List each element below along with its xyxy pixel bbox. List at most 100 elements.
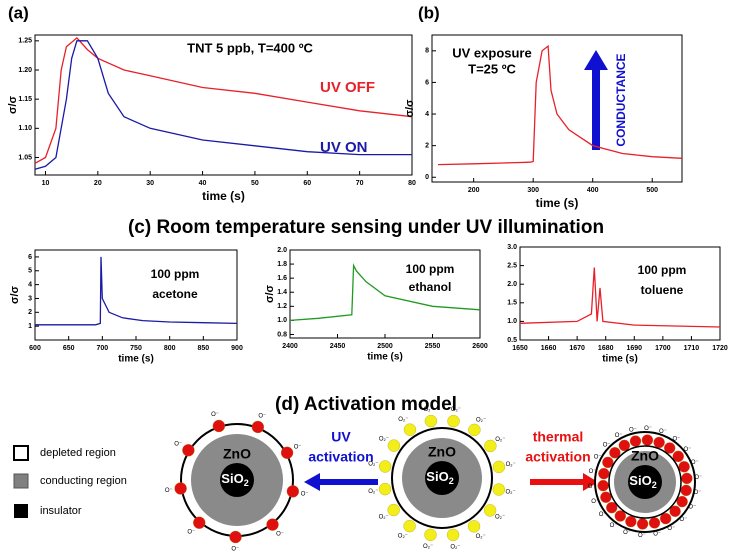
data-line <box>35 256 238 326</box>
adsorbed-ion <box>602 456 614 469</box>
ion-label: O₂⁻ <box>476 534 486 540</box>
ion-label: O₂⁻ <box>476 418 486 424</box>
panel-c-title: (c) Room temperature sensing under UV il… <box>128 217 604 238</box>
panel-label: (a) <box>8 3 29 22</box>
ion-label: O⁻ <box>638 533 646 539</box>
y-tick-label: 1.8 <box>277 261 287 268</box>
adsorbed-ion <box>446 528 460 542</box>
y-tick-label: 1.15 <box>18 96 32 103</box>
thermal-label: activation <box>525 449 590 465</box>
annotation: CONDUCTANCE <box>614 53 628 146</box>
y-axis-label: σ/σ <box>404 99 416 118</box>
legend-swatch <box>13 473 29 489</box>
x-tick-label: 70 <box>356 180 364 187</box>
y-tick-label: 6 <box>425 79 429 86</box>
adsorbed-ion <box>387 503 400 517</box>
core-label-main: SiO <box>629 473 651 488</box>
y-tick-label: 1 <box>28 323 32 330</box>
core-label-main: SiO <box>426 469 448 484</box>
adsorbed-ion <box>378 482 392 496</box>
x-tick-label: 200 <box>468 187 480 194</box>
ion-label: O₂⁻ <box>379 514 389 520</box>
series-label: UV OFF <box>320 79 375 96</box>
insulator-core <box>220 463 254 497</box>
adsorbed-ion <box>379 460 392 473</box>
adsorbed-ion <box>618 439 631 452</box>
adsorbed-ion <box>648 517 661 529</box>
x-axis-label: time (s) <box>536 196 579 210</box>
ion-label: O⁻ <box>623 530 631 536</box>
ion-label: O₂⁻ <box>450 544 460 550</box>
y-tick-label: 0.5 <box>507 337 517 344</box>
adsorbed-ion <box>680 484 692 496</box>
y-axis-label-main: σ/σ <box>9 285 21 304</box>
annotation: 100 ppm <box>406 262 455 276</box>
adsorbed-ion <box>174 482 187 495</box>
ion-label: O⁻ <box>691 460 699 466</box>
adsorbed-ion <box>424 414 438 428</box>
ion-label: O⁻ <box>591 499 599 505</box>
thermal-label: thermal <box>533 429 584 445</box>
annotation: T=25 ºC <box>468 61 516 76</box>
arrows-d: UV activation thermal activation <box>304 429 598 491</box>
adsorbed-ion <box>447 415 460 428</box>
y-axis-label-main: σ/σ <box>404 99 416 118</box>
x-tick-label: 2550 <box>425 343 441 350</box>
adsorbed-ion <box>424 528 437 541</box>
core-label: SiO2 <box>426 469 453 486</box>
ion-label: O⁻ <box>629 427 637 433</box>
adsorbed-ion <box>212 419 226 433</box>
adsorbed-ion <box>193 516 206 529</box>
adsorbed-ion <box>672 450 684 463</box>
core-label-sub: 2 <box>652 480 657 490</box>
x-tick-label: 2450 <box>330 343 346 350</box>
x-tick-label: 1650 <box>512 345 528 352</box>
ion-label: O⁻ <box>603 442 611 448</box>
shell-label: ZnO <box>223 446 251 462</box>
annotation: 100 ppm <box>638 263 687 277</box>
ion-label: O⁻ <box>294 445 302 451</box>
ion-label: O₂⁻ <box>379 436 389 442</box>
ion-label: O⁻ <box>644 426 652 432</box>
adsorbed-ion <box>387 439 401 452</box>
x-tick-label: 600 <box>29 345 41 352</box>
legend-swatch <box>14 504 28 518</box>
x-tick-label: 1700 <box>655 345 671 352</box>
adsorbed-ion <box>609 447 621 459</box>
legend-text: conducting region <box>40 475 127 487</box>
uv-label: activation <box>308 449 373 465</box>
adsorbed-ion <box>606 501 618 514</box>
x-axis-label: time (s) <box>118 354 154 365</box>
ion-label: O⁻ <box>615 433 623 439</box>
insulator-core <box>628 465 662 499</box>
ion-label: O₂⁻ <box>495 515 505 521</box>
y-tick-label: 1.5 <box>507 300 517 307</box>
adsorbed-ion <box>664 442 676 454</box>
plot-frame <box>431 34 683 183</box>
x-axis-label: time (s) <box>202 189 245 203</box>
ion-label: O₂⁻ <box>398 534 408 540</box>
ion-label: O⁻ <box>688 505 696 511</box>
y-tick-label: 6 <box>28 254 32 261</box>
x-tick-label: 1660 <box>541 345 557 352</box>
x-tick-label: 1720 <box>712 345 728 352</box>
core-label: SiO2 <box>629 473 656 490</box>
ion-label: O⁻ <box>683 447 691 453</box>
conductance-arrow <box>584 50 608 150</box>
x-tick-label: 500 <box>646 187 658 194</box>
adsorbed-ion <box>625 515 637 528</box>
adsorbed-ion <box>641 434 654 446</box>
y-tick-label: 1.0 <box>507 318 517 325</box>
adsorbed-ion <box>600 491 612 503</box>
y-tick-label: 0.8 <box>277 331 287 338</box>
core-label: SiO2 <box>221 471 248 488</box>
arrow-head <box>584 50 608 70</box>
adsorbed-ion <box>251 420 265 434</box>
ion-label: O⁻ <box>174 442 182 448</box>
ion-label: O₂⁻ <box>424 407 434 413</box>
ion-label: O₂⁻ <box>506 489 516 495</box>
y-tick-label: 1.05 <box>18 154 32 161</box>
plot-frame <box>34 249 238 341</box>
y-tick-label: 2 <box>425 142 429 149</box>
